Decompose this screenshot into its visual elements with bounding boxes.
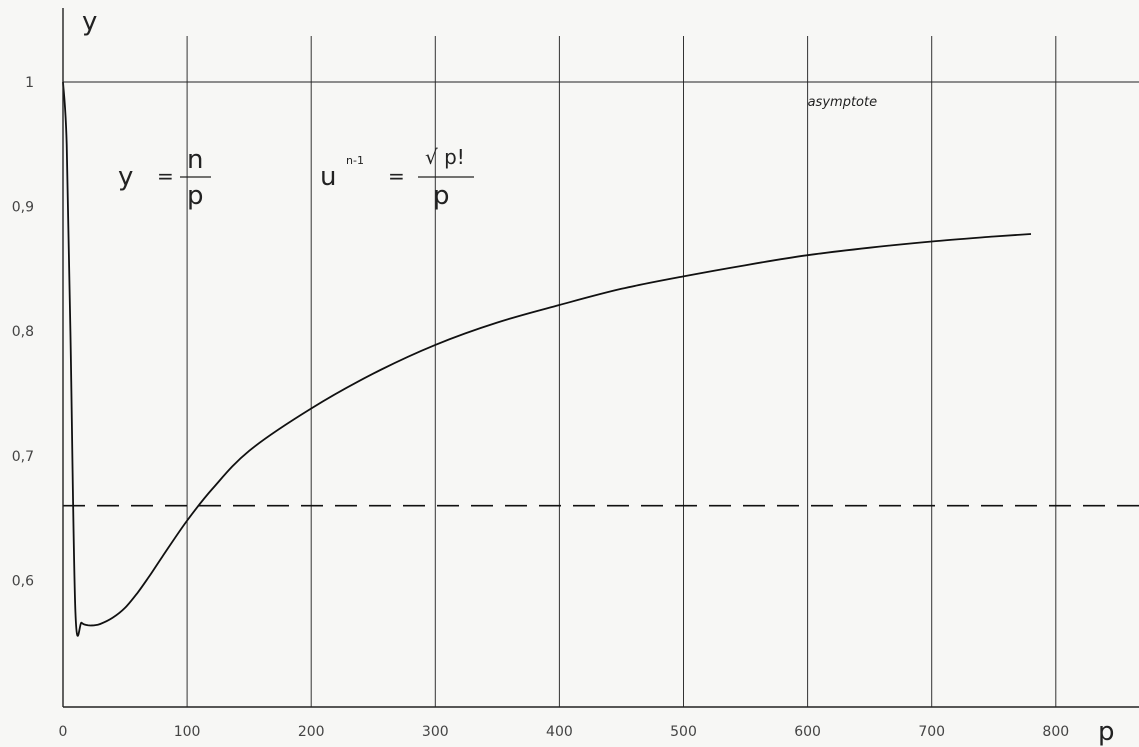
x-tick-label: 300 (422, 724, 449, 740)
formula-denominator: p (187, 181, 204, 211)
x-tick-label: 100 (174, 724, 201, 740)
x-tick-label: 800 (1042, 724, 1069, 740)
x-axis-title: p (1098, 717, 1115, 747)
x-tick-label: 0 (59, 724, 68, 740)
y-tick-label: 0,8 (12, 324, 34, 340)
axes (62, 8, 1139, 708)
formula-u: u (320, 162, 336, 192)
x-tick-label: 200 (298, 724, 325, 740)
x-tick-label: 400 (546, 724, 573, 740)
y-axis-title: y (82, 7, 97, 37)
series-line (62, 81, 1032, 637)
x-tick-label: 500 (670, 724, 697, 740)
formula-u-exponent: n-1 (346, 154, 364, 167)
tick-labels: 0 100 200 300 400 500 600 700 800 0,6 0,7 0,8 0,9 1 (12, 75, 1069, 740)
formula-equals-2: = (388, 164, 405, 188)
y-tick-label: 0,9 (12, 200, 34, 216)
series (62, 81, 1032, 637)
reference-lines: asymptote (63, 81, 1139, 507)
formula-rhs-numerator: √ p! (425, 145, 465, 169)
formula-equals-1: = (157, 164, 174, 188)
y-tick-label: 0,6 (12, 573, 34, 589)
grid (186, 36, 1057, 707)
formula-rhs-denominator: p (433, 181, 450, 211)
formula-numerator: n (187, 145, 203, 175)
y-tick-label: 0,7 (12, 449, 34, 465)
asymptote-label: asymptote (808, 95, 878, 110)
formula: y = n p u n-1 = √ p! p (118, 145, 474, 211)
y-tick-label: 1 (25, 75, 34, 91)
x-tick-label: 600 (794, 724, 821, 740)
x-tick-label: 700 (918, 724, 945, 740)
formula-lhs: y (118, 162, 133, 192)
